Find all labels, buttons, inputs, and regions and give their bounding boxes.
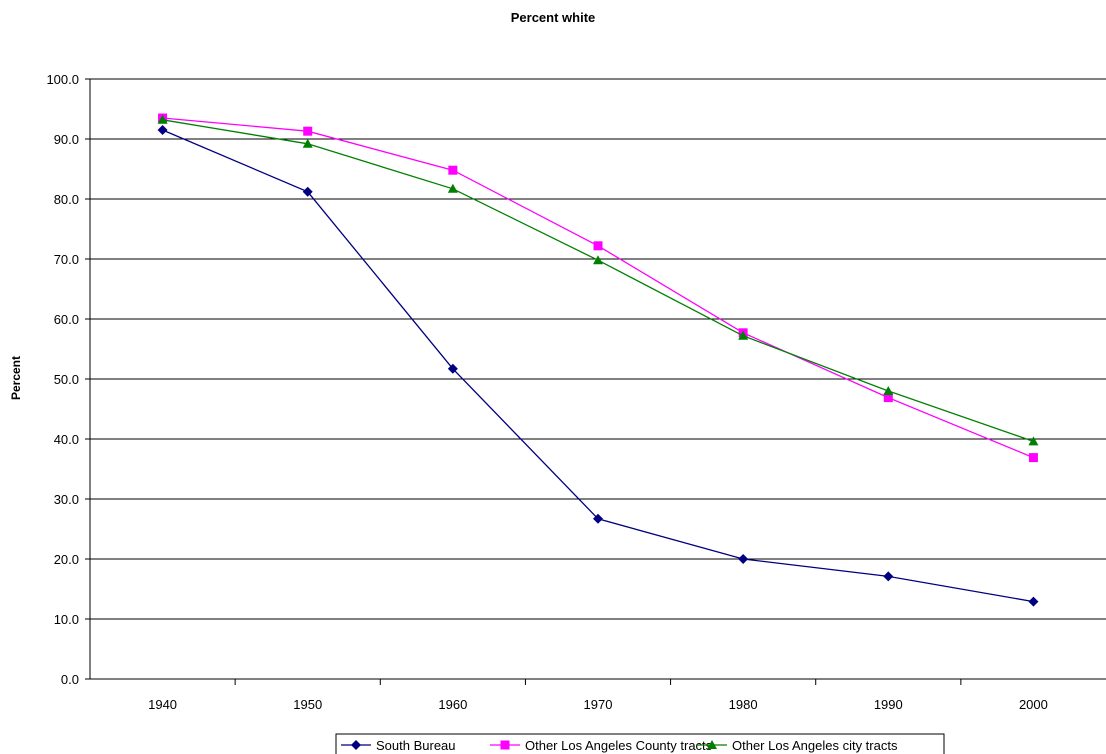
axes (85, 78, 1106, 685)
x-tick-label: 1970 (584, 697, 613, 712)
series-group (157, 113, 1039, 607)
legend-label: South Bureau (376, 738, 456, 753)
legend-marker (707, 740, 717, 749)
y-tick-label: 40.0 (54, 432, 79, 447)
series-line (162, 117, 1034, 459)
legend-item: Other Los Angeles city tracts (697, 738, 898, 753)
data-point (1028, 596, 1039, 607)
data-point (738, 554, 749, 564)
y-tick-label: 30.0 (54, 492, 79, 507)
y-tick-label: 70.0 (54, 252, 79, 267)
y-tick-label: 80.0 (54, 192, 79, 207)
data-point (1028, 453, 1038, 463)
x-tick-label: 1950 (293, 697, 322, 712)
legend-item: Other Los Angeles County tracts (490, 738, 713, 753)
data-point (1028, 436, 1039, 446)
series-2 (158, 113, 1038, 463)
series-line (162, 119, 1034, 443)
chart-title: Percent white (511, 10, 596, 25)
data-point (447, 183, 458, 193)
data-point (593, 241, 603, 251)
x-tick-label: 1990 (874, 697, 903, 712)
y-axis-label: Percent (9, 356, 23, 400)
data-point (302, 186, 313, 197)
y-tick-label: 0.0 (61, 672, 79, 687)
data-point (302, 138, 313, 148)
x-tick-label: 1960 (438, 697, 467, 712)
data-point (157, 114, 168, 124)
series-line (162, 129, 1034, 603)
y-tick-label: 10.0 (54, 612, 79, 627)
y-tick-label: 50.0 (54, 372, 79, 387)
y-tick-label: 60.0 (54, 312, 79, 327)
legend-label: Other Los Angeles city tracts (732, 738, 898, 753)
data-point (447, 363, 458, 374)
y-tick-label: 90.0 (54, 132, 79, 147)
legend-marker (351, 740, 361, 750)
data-point (303, 126, 313, 136)
data-point (883, 386, 894, 395)
x-tick-label: 1940 (148, 697, 177, 712)
x-tick-labels: 1940 1950 1960 1970 1980 1990 2000 (148, 697, 1048, 712)
series-3 (157, 114, 1039, 446)
series-1 (157, 125, 1039, 607)
legend-marker (500, 740, 510, 750)
legend-box (335, 733, 945, 754)
data-point (157, 125, 168, 135)
y-tick-labels: 0.0 10.0 20.0 30.0 40.0 50.0 60.0 70.0 80.0 90.0 1… (46, 72, 79, 687)
gridlines (90, 78, 1106, 620)
y-tick-label: 20.0 (54, 552, 79, 567)
data-point (593, 513, 603, 524)
data-point (883, 393, 893, 403)
legend: South Bureau Other Los Angeles County tra… (335, 733, 945, 754)
data-point (593, 255, 603, 265)
y-tick-label: 100.0 (46, 72, 79, 87)
data-point (883, 571, 894, 582)
legend-item: South Bureau (341, 738, 456, 753)
legend-label: Other Los Angeles County tracts (525, 738, 713, 753)
data-point (738, 330, 749, 340)
x-tick-label: 1980 (729, 697, 758, 712)
x-tick-label: 2000 (1019, 697, 1048, 712)
data-point (448, 165, 458, 175)
